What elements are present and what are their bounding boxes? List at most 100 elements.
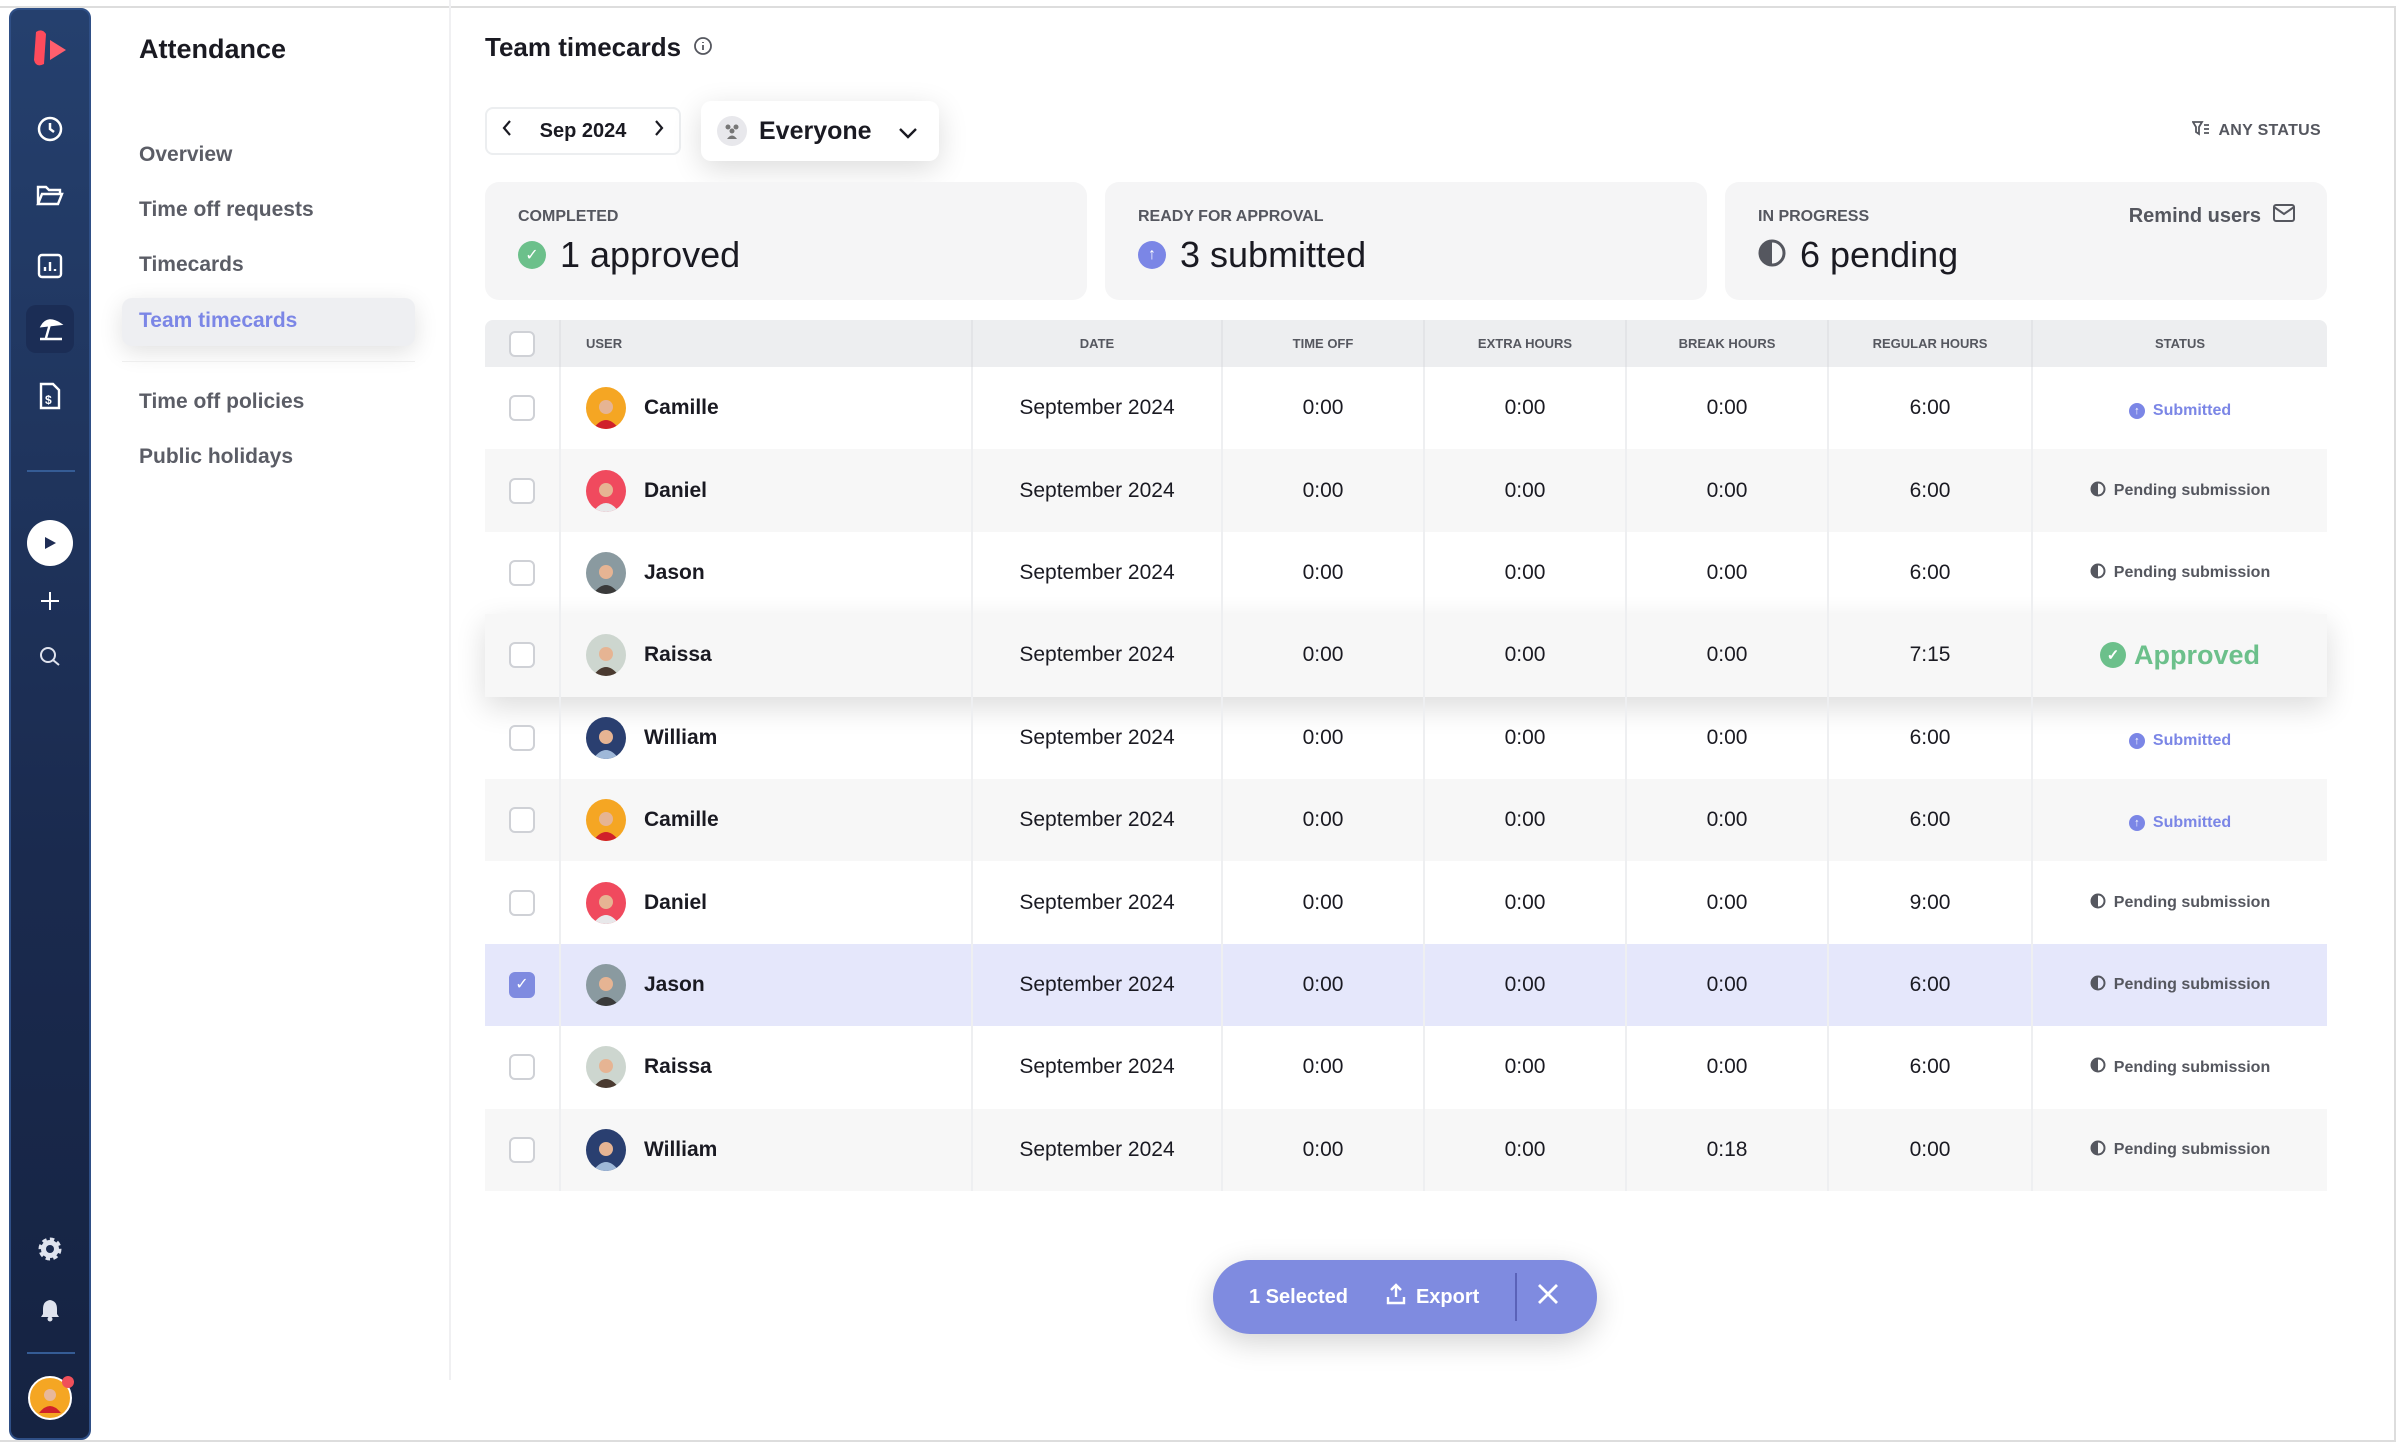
nav-team-timecards[interactable]: Team timecards bbox=[139, 309, 298, 332]
card-value: 3 submitted bbox=[1180, 234, 1367, 275]
table-row[interactable]: Daniel September 2024 0:00 0:00 0:00 9:00 Pend… bbox=[485, 861, 2327, 944]
card-label: IN PROGRESS bbox=[1758, 208, 1870, 225]
gear-icon[interactable] bbox=[37, 1236, 63, 1262]
table-row[interactable]: Raissa September 2024 0:00 0:00 0:00 7:15 ✓ App… bbox=[485, 614, 2327, 697]
col-break-hours[interactable]: BREAK HOURS bbox=[1625, 320, 1828, 367]
row-checkbox[interactable] bbox=[509, 807, 535, 834]
search-icon[interactable] bbox=[39, 646, 61, 668]
nav-overview[interactable]: Overview bbox=[139, 143, 233, 166]
arrow-up-circle-icon: ↑ bbox=[2128, 732, 2145, 749]
chevron-right-icon[interactable] bbox=[653, 119, 665, 143]
nav-time-off-requests[interactable]: Time off requests bbox=[139, 198, 314, 221]
nav-public-holidays[interactable]: Public holidays bbox=[139, 445, 294, 468]
user-name[interactable]: William bbox=[644, 1137, 718, 1161]
table-row[interactable]: ✓ Jason September 2024 0:00 0:00 0:00 6:00 Pend… bbox=[485, 943, 2327, 1027]
extra-hours-cell: 0:00 bbox=[1423, 861, 1626, 944]
avatar bbox=[586, 799, 626, 842]
status-cell: ↑ Submitted bbox=[2031, 367, 2327, 450]
mail-icon bbox=[2273, 204, 2295, 228]
row-checkbox[interactable] bbox=[509, 724, 535, 751]
col-status[interactable]: STATUS bbox=[2031, 320, 2327, 367]
extra-hours-cell: 0:00 bbox=[1423, 614, 1626, 697]
play-icon[interactable] bbox=[27, 520, 73, 566]
info-icon[interactable] bbox=[693, 32, 713, 63]
clock-icon[interactable] bbox=[37, 116, 63, 142]
select-all-checkbox[interactable] bbox=[509, 330, 535, 357]
col-regular-hours[interactable]: REGULAR HOURS bbox=[1827, 320, 2032, 367]
time-off-cell: 0:00 bbox=[1221, 696, 1424, 779]
user-name[interactable]: Camille bbox=[644, 396, 719, 420]
date-cell: September 2024 bbox=[971, 367, 1222, 450]
col-user[interactable]: USER bbox=[559, 320, 972, 367]
table-row[interactable]: William September 2024 0:00 0:00 0:00 6:00 ↑ Su… bbox=[485, 696, 2327, 779]
user-name[interactable]: Daniel bbox=[644, 890, 708, 914]
regular-hours-cell: 9:00 bbox=[1827, 861, 2032, 944]
arrow-up-circle-icon: ↑ bbox=[1138, 241, 1166, 269]
time-off-cell: 0:00 bbox=[1221, 943, 1424, 1027]
folder-icon[interactable] bbox=[36, 184, 64, 208]
user-name[interactable]: William bbox=[644, 725, 718, 749]
selection-bar-divider bbox=[1515, 1273, 1518, 1321]
date-cell: September 2024 bbox=[971, 531, 1222, 615]
user-name[interactable]: Raissa bbox=[644, 1055, 712, 1079]
user-name[interactable]: Daniel bbox=[644, 478, 708, 502]
user-name[interactable]: Raissa bbox=[644, 643, 712, 667]
row-select-cell bbox=[485, 697, 560, 779]
close-icon[interactable] bbox=[1537, 1283, 1559, 1311]
logo[interactable] bbox=[32, 28, 68, 68]
table-row[interactable]: Camille September 2024 0:00 0:00 0:00 6:00 ↑ Su… bbox=[485, 778, 2327, 862]
row-checkbox[interactable]: ✓ bbox=[509, 971, 535, 998]
col-date[interactable]: DATE bbox=[971, 320, 1222, 367]
row-checkbox[interactable] bbox=[509, 395, 535, 422]
extra-hours-cell: 0:00 bbox=[1423, 1026, 1626, 1109]
user-cell: William bbox=[559, 1108, 972, 1191]
status-filter[interactable]: ANY STATUS bbox=[2191, 120, 2321, 141]
user-name[interactable]: Camille bbox=[644, 808, 719, 832]
table-row[interactable]: Camille September 2024 0:00 0:00 0:00 6:00 ↑ Su… bbox=[485, 367, 2327, 450]
umbrella-icon[interactable] bbox=[26, 305, 74, 353]
break-hours-cell: 0:18 bbox=[1625, 1108, 1828, 1191]
avatar bbox=[586, 716, 626, 759]
table-row[interactable]: Jason September 2024 0:00 0:00 0:00 6:00 Pendi… bbox=[485, 531, 2327, 615]
row-checkbox[interactable] bbox=[509, 1054, 535, 1081]
export-button[interactable]: Export bbox=[1386, 1283, 1479, 1311]
row-checkbox[interactable] bbox=[509, 477, 535, 504]
row-checkbox[interactable] bbox=[509, 1136, 535, 1163]
user-name[interactable]: Jason bbox=[644, 972, 705, 996]
time-off-cell: 0:00 bbox=[1221, 778, 1424, 862]
table-row[interactable]: Raissa September 2024 0:00 0:00 0:00 6:00 Pend… bbox=[485, 1026, 2327, 1109]
col-time-off[interactable]: TIME OFF bbox=[1221, 320, 1424, 367]
plus-icon[interactable] bbox=[39, 590, 61, 612]
chart-icon[interactable] bbox=[37, 253, 63, 279]
selection-bar: 1 Selected Export bbox=[1213, 1260, 1597, 1334]
month-label: Sep 2024 bbox=[539, 119, 627, 142]
user-name[interactable]: Jason bbox=[644, 560, 705, 584]
bell-icon[interactable] bbox=[39, 1298, 61, 1322]
row-select-cell bbox=[485, 614, 560, 697]
card-in-progress: IN PROGRESS 6 pending Remind users bbox=[1725, 182, 2327, 300]
break-hours-cell: 0:00 bbox=[1625, 531, 1828, 615]
remind-users-label: Remind users bbox=[2128, 204, 2261, 227]
nav-timecards[interactable]: Timecards bbox=[139, 253, 244, 276]
table-row[interactable]: Daniel September 2024 0:00 0:00 0:00 6:00 Pend… bbox=[485, 449, 2327, 532]
remind-users-button[interactable]: Remind users bbox=[2129, 204, 2295, 228]
row-checkbox[interactable] bbox=[509, 559, 535, 586]
invoice-icon[interactable]: $ bbox=[39, 382, 61, 410]
chevron-left-icon[interactable] bbox=[501, 119, 513, 143]
row-checkbox[interactable] bbox=[509, 642, 535, 669]
col-extra-hours[interactable]: EXTRA HOURS bbox=[1423, 320, 1626, 367]
status-badge: ↑ Submitted bbox=[2128, 814, 2231, 832]
extra-hours-cell: 0:00 bbox=[1423, 696, 1626, 779]
row-select-cell bbox=[485, 1026, 560, 1108]
status-badge: Pending submission bbox=[2090, 481, 2270, 502]
nav-time-off-policies[interactable]: Time off policies bbox=[139, 390, 305, 413]
row-checkbox[interactable] bbox=[509, 889, 535, 916]
status-cell: ✓ Approved bbox=[2031, 614, 2327, 697]
extra-hours-cell: 0:00 bbox=[1423, 778, 1626, 862]
table-row[interactable]: William September 2024 0:00 0:00 0:18 0:00 Pen… bbox=[485, 1108, 2327, 1191]
user-cell: Camille bbox=[559, 778, 972, 862]
avatar[interactable] bbox=[28, 1376, 74, 1420]
date-cell: September 2024 bbox=[971, 449, 1222, 532]
status-text: Pending submission bbox=[2113, 894, 2271, 912]
group-dropdown[interactable]: Everyone bbox=[701, 101, 939, 161]
